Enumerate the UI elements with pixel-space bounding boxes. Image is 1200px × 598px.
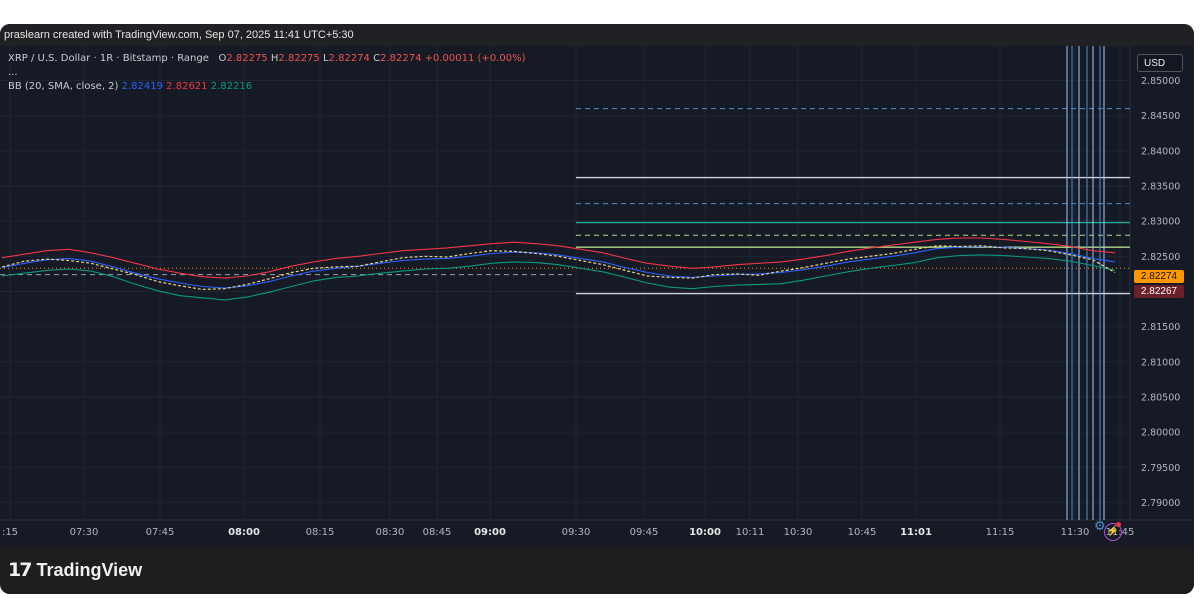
change-value: +0.00011 (+0.00%) [424, 53, 526, 64]
chart-area[interactable]: 2.85000 2.84500 2.84000 2.83500 2.83000 2.825… [0, 46, 1194, 546]
bb-basis-value: 2.82419 [121, 81, 163, 92]
chart-card: praslearn created with TradingView.com, … [0, 24, 1194, 594]
y-tick-label: 2.82500 [1141, 252, 1180, 263]
bb-lower-value: 2.82216 [210, 81, 253, 92]
x-tick-label: 08:00 [228, 527, 260, 538]
y-tick-label: 2.79500 [1141, 463, 1180, 474]
x-tick-label: 07:45 [146, 527, 175, 538]
bb-row: BB (20, SMA, close, 2) 2.82419 2.82621 2… [8, 80, 525, 94]
high-value: 2.82275 [278, 53, 320, 64]
x-tick-label: 10:30 [784, 527, 813, 538]
x-tick-label: :15 [2, 527, 18, 538]
series-line-lower [1, 254, 1116, 301]
low-label: L [322, 53, 329, 64]
series-line-basis [1, 245, 1116, 289]
price-chart[interactable]: 2.85000 2.84500 2.84000 2.83500 2.83000 2.825… [0, 46, 1194, 546]
attribution-bar: praslearn created with TradingView.com, … [0, 24, 1194, 46]
open-value: 2.82275 [226, 53, 268, 64]
series-line-upper [1, 237, 1116, 279]
y-tick-label: 2.81000 [1141, 357, 1180, 368]
y-tick-label: 2.79000 [1141, 498, 1180, 509]
series-line-price [1, 245, 1116, 291]
x-tick-label: 09:45 [630, 527, 659, 538]
lightning-icon[interactable]: ⚡ [1104, 523, 1122, 541]
x-tick-label: 10:00 [689, 527, 721, 538]
currency-button[interactable]: USD [1137, 54, 1183, 72]
x-tick-label: 09:00 [474, 527, 506, 538]
chart-legend: XRP / U.S. Dollar · 1R · Bitstamp · Rang… [8, 52, 525, 94]
high-label: H [270, 53, 279, 64]
x-tick-label: 11:15 [986, 527, 1015, 538]
y-tick-label: 2.83500 [1141, 181, 1180, 192]
logo-text: TradingView [36, 559, 143, 580]
close-label: C [373, 53, 381, 64]
tradingview-logo[interactable]: 17 TradingView [8, 558, 142, 582]
x-tick-label: 10:45 [848, 527, 877, 538]
legend-more[interactable]: ... [8, 67, 18, 78]
bb-upper-value: 2.82621 [166, 81, 208, 92]
symbol-label[interactable]: XRP / U.S. Dollar · 1R · Bitstamp · Rang… [8, 53, 209, 64]
y-tick-label: 2.84500 [1141, 111, 1180, 122]
open-label: O [218, 53, 227, 64]
logo-mark-icon: 17 [8, 559, 32, 581]
ohlc-row: XRP / U.S. Dollar · 1R · Bitstamp · Rang… [8, 52, 525, 66]
y-tick-label: 2.83000 [1141, 217, 1180, 228]
close-value: 2.82274 [380, 53, 422, 64]
x-tick-label: 10:11 [736, 527, 765, 538]
y-tick-label: 2.80500 [1141, 392, 1180, 403]
x-tick-label: 11:01 [900, 527, 932, 538]
y-tick-label: 2.84000 [1141, 146, 1180, 157]
attribution-text: praslearn created with TradingView.com, … [4, 29, 354, 41]
y-tick-label: 2.81500 [1141, 322, 1180, 333]
footer-bar: 17 TradingView [0, 546, 1194, 594]
x-tick-label: 09:30 [562, 527, 591, 538]
x-tick-label: 07:30 [70, 527, 99, 538]
gear-icon[interactable]: ⚙ [1094, 518, 1106, 533]
x-tick-label: 11:30 [1061, 527, 1090, 538]
second-price-tag: 2.82267 [1134, 284, 1184, 298]
alert-dot [1116, 522, 1121, 527]
y-tick-label: 2.80000 [1141, 428, 1180, 439]
last-price-tag: 2.82274 [1134, 270, 1184, 284]
low-value: 2.82274 [328, 53, 370, 64]
x-tick-label: 08:30 [376, 527, 405, 538]
bb-label[interactable]: BB (20, SMA, close, 2) [8, 81, 119, 92]
x-tick-label: 08:45 [423, 527, 452, 538]
y-tick-label: 2.85000 [1141, 76, 1180, 87]
x-tick-label: 08:15 [306, 527, 335, 538]
